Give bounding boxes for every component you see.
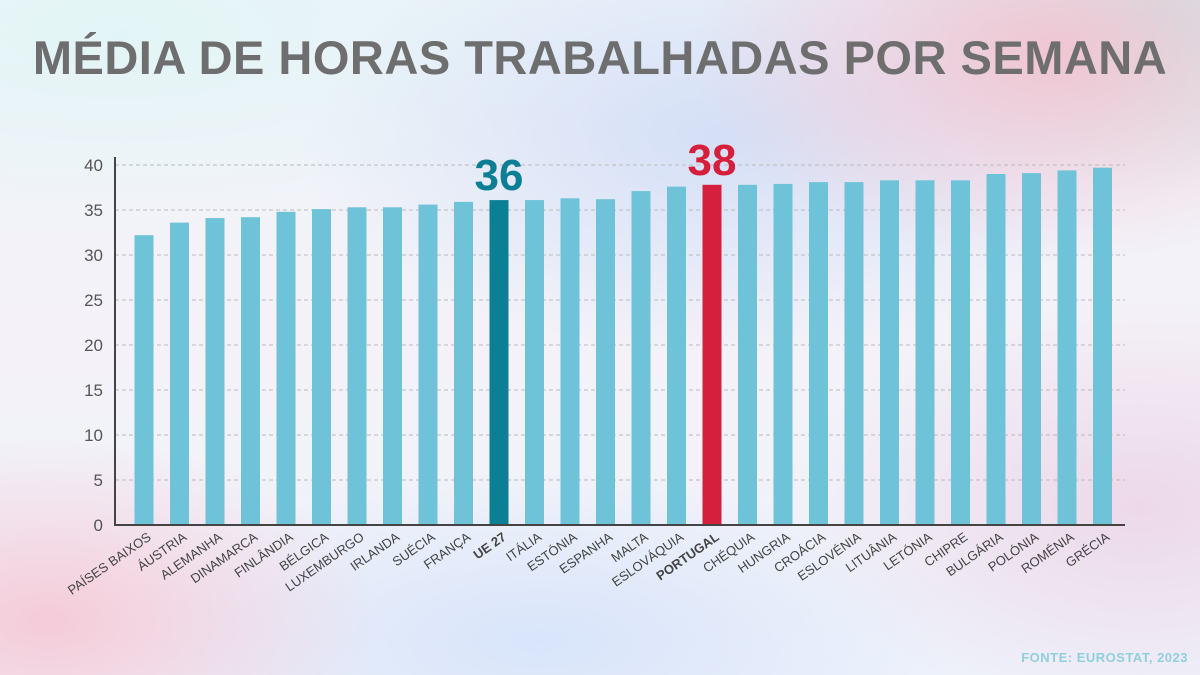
bar	[631, 191, 651, 525]
bar	[702, 184, 722, 526]
bar	[454, 201, 473, 525]
bar	[312, 209, 331, 525]
chart-title: MÉDIA DE HORAS TRABALHADAS POR SEMANA	[32, 31, 1168, 84]
bar	[844, 182, 864, 525]
bar	[986, 174, 1006, 525]
axes	[114, 157, 1125, 526]
bar	[276, 211, 296, 526]
y-tick-label: 20	[84, 336, 103, 355]
bar	[205, 218, 225, 525]
y-tick-label: 10	[84, 426, 103, 445]
bar	[170, 222, 189, 525]
bar	[383, 207, 402, 526]
y-tick-label: 0	[94, 516, 103, 535]
bar	[560, 198, 580, 526]
bar	[347, 207, 367, 526]
y-tick-label: 5	[94, 471, 103, 490]
bar	[1093, 167, 1112, 525]
bar	[738, 184, 757, 526]
x-category-label: UE 27	[471, 529, 509, 562]
bars	[134, 167, 1112, 526]
x-category-labels: PAÍSES BAIXOSÁUSTRIAALEMANHADINAMARCAFIN…	[65, 529, 1113, 598]
highlight-labels: 36 38	[475, 136, 737, 200]
bar	[241, 217, 260, 525]
highlight-value-label: 36	[475, 151, 524, 200]
y-tick-label: 30	[84, 246, 103, 265]
bar	[951, 180, 970, 526]
bar	[525, 200, 544, 525]
y-tick-labels: 0 5 10 15 20 25 30 35 40	[84, 156, 103, 535]
bar	[134, 235, 154, 525]
bar	[596, 199, 615, 525]
highlight-value-label: 38	[688, 136, 737, 185]
y-tick-label: 35	[84, 201, 103, 220]
y-tick-label: 15	[84, 381, 103, 400]
gridlines	[115, 164, 1125, 481]
bar	[880, 180, 899, 526]
bar	[489, 200, 509, 525]
bar	[667, 186, 686, 525]
bar	[418, 204, 438, 525]
bar	[773, 183, 793, 525]
bar	[1057, 170, 1077, 525]
source-note: FONTE: EUROSTAT, 2023	[1021, 650, 1188, 665]
bar	[915, 180, 935, 526]
bar	[809, 182, 828, 525]
bar	[1022, 173, 1041, 525]
y-tick-label: 25	[84, 291, 103, 310]
y-tick-label: 40	[84, 156, 103, 175]
